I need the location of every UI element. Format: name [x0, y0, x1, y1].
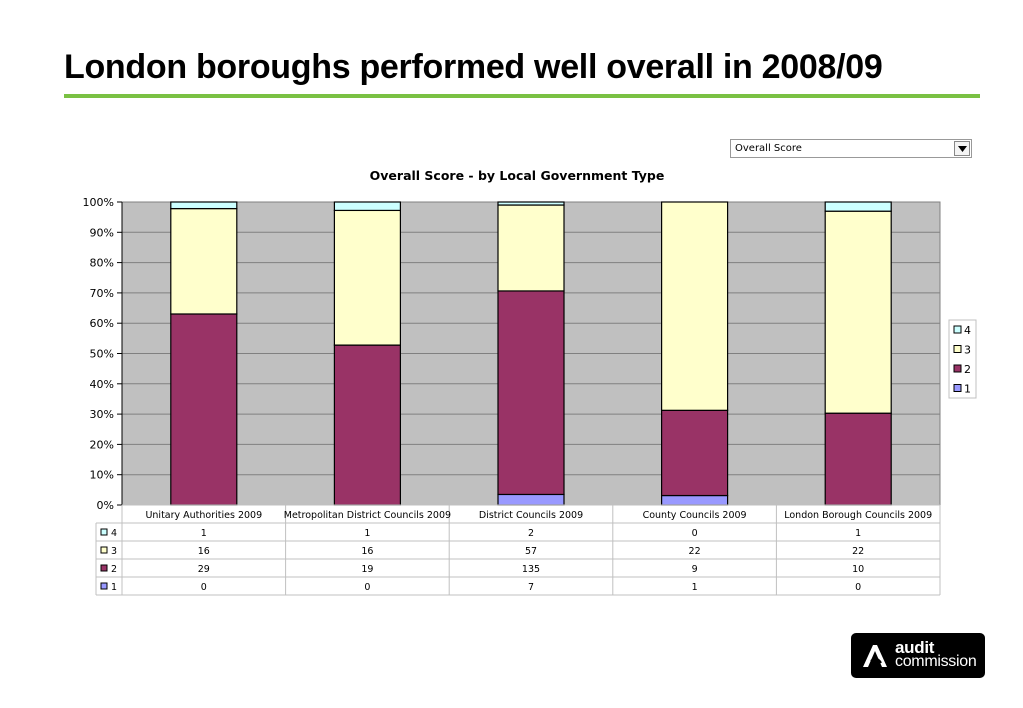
legend-label: 2 — [964, 363, 971, 376]
table-cell: 1 — [692, 582, 698, 593]
chevron-down-icon — [958, 146, 967, 152]
table-cell: 19 — [361, 564, 373, 575]
table-legend-key — [100, 564, 108, 572]
audit-commission-emblem-icon — [863, 645, 887, 667]
table-cell: 2 — [528, 528, 534, 539]
slide-title: London boroughs performed well overall i… — [64, 48, 883, 86]
legend-key — [953, 345, 962, 353]
y-tick-label: 50% — [90, 348, 114, 361]
bar-segment — [333, 201, 401, 212]
table-cell: 1 — [364, 528, 370, 539]
y-tick-label: 70% — [90, 287, 114, 300]
table-cell: 22 — [852, 546, 864, 557]
table-row-label: 3 — [111, 546, 117, 557]
bar-segment — [824, 201, 892, 212]
table-legend-key — [100, 582, 108, 590]
y-tick-label: 80% — [90, 257, 114, 270]
bar-segment — [824, 210, 892, 414]
bar-segment — [497, 290, 565, 496]
x-category-label: County Councils 2009 — [643, 510, 747, 521]
y-tick-label: 30% — [90, 408, 114, 421]
legend-key — [953, 364, 962, 373]
table-row-label: 2 — [111, 564, 117, 575]
dropdown-selected-value: Overall Score — [735, 143, 802, 154]
legend-key — [953, 384, 962, 392]
table-cell: 0 — [855, 582, 861, 593]
table-cell: 0 — [201, 582, 207, 593]
bar-segment — [660, 409, 729, 497]
y-tick-label: 60% — [90, 317, 114, 330]
overall-score-dropdown[interactable]: Overall Score — [730, 139, 972, 158]
audit-commission-logo: audit commission — [851, 633, 985, 678]
bar-segment — [497, 201, 565, 206]
table-legend-key — [100, 528, 108, 536]
bar-segment — [170, 201, 238, 210]
y-tick-label: 100% — [83, 196, 114, 209]
bar-segment — [824, 412, 892, 506]
legend-key — [953, 325, 962, 334]
title-rule — [64, 94, 980, 98]
bar-segment — [333, 344, 401, 506]
bar-segment — [170, 207, 238, 315]
logo-text-audit: audit — [895, 638, 935, 657]
table-cell: 135 — [522, 564, 540, 575]
x-category-label: Metropolitan District Councils 2009 — [284, 510, 451, 521]
table-cell: 9 — [692, 564, 698, 575]
table-row-label: 1 — [111, 582, 117, 593]
bar-segment — [660, 201, 729, 411]
logo-text-commission: commission — [895, 653, 977, 670]
x-category-label: London Borough Councils 2009 — [784, 510, 932, 521]
table-legend-key — [100, 546, 108, 554]
bar-segment — [497, 493, 565, 506]
table-cell: 1 — [855, 528, 861, 539]
dropdown-arrow-button[interactable] — [954, 141, 970, 156]
bar-segment — [333, 209, 401, 346]
bar-segment — [170, 313, 238, 506]
bar-segment — [497, 204, 565, 292]
x-category-label: District Councils 2009 — [479, 510, 583, 521]
table-cell: 29 — [198, 564, 210, 575]
chart-title: Overall Score - by Local Government Type — [370, 168, 665, 183]
legend-label: 1 — [964, 383, 971, 396]
table-row-label: 4 — [111, 528, 117, 539]
table-cell: 57 — [525, 546, 537, 557]
table-cell: 16 — [198, 546, 210, 557]
y-tick-label: 20% — [90, 438, 114, 451]
table-cell: 16 — [361, 546, 373, 557]
y-tick-label: 0% — [97, 499, 114, 512]
table-cell: 0 — [692, 528, 698, 539]
table-cell: 22 — [689, 546, 701, 557]
legend-label: 3 — [964, 344, 971, 357]
legend-label: 4 — [964, 324, 971, 337]
table-cell: 10 — [852, 564, 864, 575]
y-tick-label: 10% — [90, 469, 114, 482]
x-category-label: Unitary Authorities 2009 — [145, 510, 262, 521]
legend-box — [948, 319, 977, 399]
y-tick-label: 40% — [90, 378, 114, 391]
table-cell: 7 — [528, 582, 534, 593]
y-tick-label: 90% — [90, 226, 114, 239]
bar-segment — [660, 494, 729, 506]
table-cell: 1 — [201, 528, 207, 539]
table-cell: 0 — [364, 582, 370, 593]
